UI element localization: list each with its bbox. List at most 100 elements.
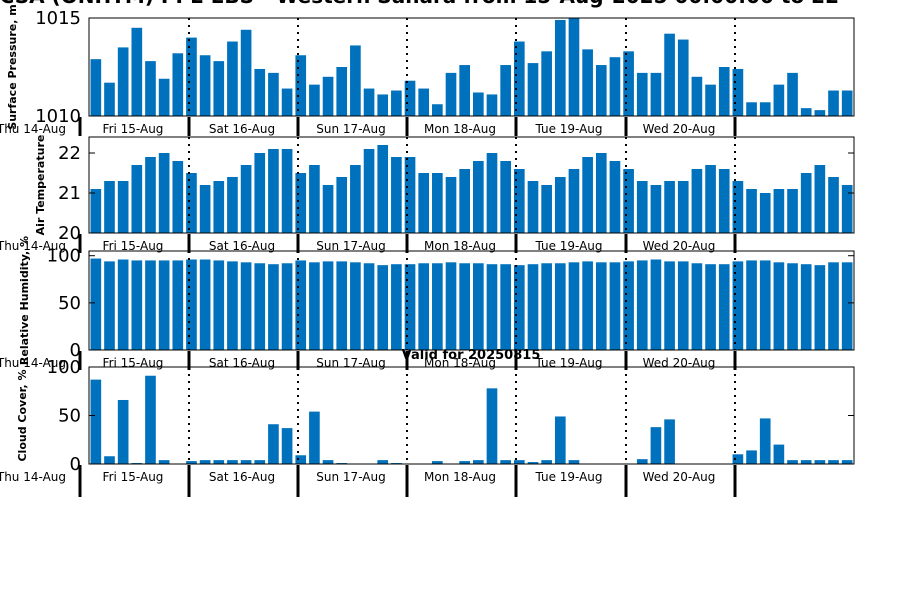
bar — [254, 460, 266, 464]
y-tick-label: 100 — [47, 357, 81, 378]
panel-2: 20 21 22 Air Temperature Thu 14-Aug Fri 15-Au… — [0, 135, 855, 253]
bar — [281, 263, 293, 350]
bar — [445, 72, 457, 116]
bar — [268, 424, 279, 464]
day-label: Sat 16-Aug — [209, 470, 275, 484]
bar — [609, 161, 621, 233]
bar — [295, 455, 307, 464]
first-day-label: Thu 14-Aug — [0, 239, 66, 253]
bar — [391, 90, 402, 116]
panel-3: 0 50 100 Relative Humidity, %Thu 14-Aug Fri … — [0, 236, 855, 370]
y-tick-label: 21 — [58, 183, 81, 204]
bar — [718, 264, 730, 350]
day-label: Mon 18-Aug — [424, 239, 496, 253]
bar — [199, 460, 211, 464]
bar — [636, 181, 648, 233]
bar — [554, 416, 566, 464]
bar — [432, 104, 443, 116]
bar — [787, 460, 798, 464]
day-label: Wed 20-Aug — [643, 239, 716, 253]
bar — [705, 84, 716, 116]
bar — [814, 165, 826, 233]
bar — [322, 185, 334, 233]
bar — [418, 88, 430, 116]
bar — [186, 173, 197, 233]
bar — [104, 181, 115, 233]
bar — [759, 260, 771, 350]
bar — [227, 261, 238, 350]
bar — [309, 411, 320, 464]
bar — [513, 460, 525, 464]
bar — [828, 90, 839, 116]
bar — [295, 55, 307, 116]
bar — [759, 102, 771, 116]
bar — [541, 460, 552, 464]
bar — [158, 78, 170, 116]
panel-frame — [88, 17, 855, 117]
bar — [295, 173, 307, 233]
bar — [350, 45, 361, 116]
bar — [691, 169, 703, 233]
bar — [213, 460, 225, 464]
bar — [718, 169, 730, 233]
bar — [527, 462, 539, 464]
bar — [254, 153, 266, 233]
bar — [650, 259, 662, 350]
bar — [746, 450, 757, 464]
bar — [473, 460, 484, 464]
bar — [746, 260, 757, 350]
bar — [582, 157, 593, 233]
bar — [391, 157, 402, 233]
bar — [240, 262, 252, 350]
day-label: Tue 19-Aug — [534, 239, 602, 253]
bar — [841, 262, 853, 350]
bar — [90, 379, 102, 464]
bar — [186, 37, 197, 116]
bar — [459, 461, 470, 464]
bar — [350, 165, 361, 233]
bar — [377, 460, 389, 464]
bar — [500, 460, 511, 464]
bar — [322, 261, 334, 350]
bar — [677, 181, 689, 233]
bar — [350, 262, 361, 350]
bar — [664, 419, 675, 464]
bar — [800, 108, 812, 116]
bar — [377, 145, 389, 233]
bar — [759, 193, 771, 233]
y-tick-label: 0 — [70, 454, 81, 475]
bar — [800, 460, 812, 464]
bar — [281, 88, 293, 116]
day-label: Wed 20-Aug — [643, 470, 716, 484]
day-label: Tue 19-Aug — [534, 356, 602, 370]
bar — [172, 161, 184, 233]
bar — [527, 264, 539, 350]
bar — [445, 262, 457, 350]
bar — [186, 259, 197, 350]
bar — [418, 173, 430, 233]
bar — [486, 264, 498, 350]
y-tick-label: 50 — [58, 293, 81, 314]
bar — [404, 157, 416, 233]
bar — [199, 55, 211, 116]
bar — [158, 153, 170, 233]
bar — [773, 189, 785, 233]
bar — [500, 161, 511, 233]
bar — [623, 261, 634, 350]
day-label: Tue 19-Aug — [534, 470, 602, 484]
bar — [554, 177, 566, 233]
bar — [541, 51, 552, 116]
bar — [158, 460, 170, 464]
bar — [104, 261, 115, 350]
bar — [322, 460, 334, 464]
bar — [800, 173, 812, 233]
bar — [486, 153, 498, 233]
bar — [309, 165, 320, 233]
bar — [486, 388, 498, 464]
bar — [787, 72, 798, 116]
bar — [623, 169, 634, 233]
bar — [309, 84, 320, 116]
day-label: Mon 18-Aug — [424, 470, 496, 484]
bar — [841, 185, 853, 233]
day-label: Sun 17-Aug — [316, 239, 385, 253]
